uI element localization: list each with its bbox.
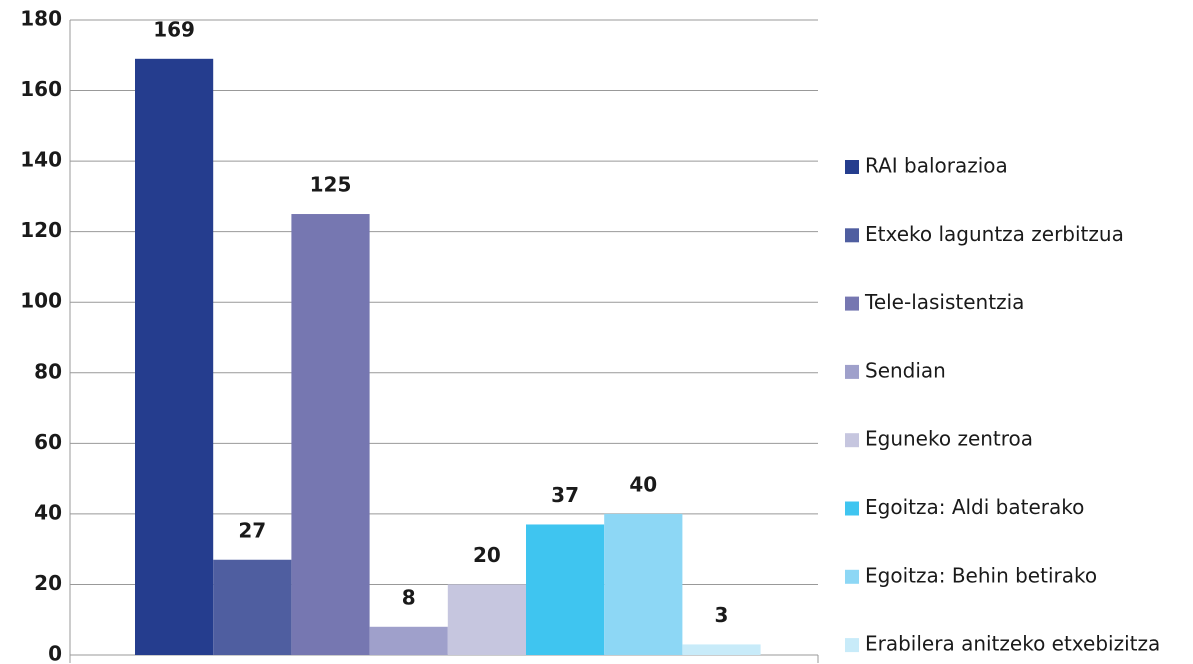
data-label: 125 xyxy=(310,173,352,197)
y-tick-label: 60 xyxy=(34,430,62,454)
legend-label: Erabilera anitzeko etxebizitza xyxy=(865,632,1160,656)
bar xyxy=(604,513,683,655)
y-tick-label: 80 xyxy=(34,359,62,383)
y-tick-label: 180 xyxy=(20,7,62,31)
y-tick-label: 100 xyxy=(20,289,62,313)
legend-swatch xyxy=(845,364,859,379)
bar xyxy=(135,58,214,656)
y-tick-label: 40 xyxy=(34,500,62,524)
legend-swatch xyxy=(845,433,859,448)
legend-swatch xyxy=(845,160,859,174)
legend-swatch xyxy=(845,569,859,584)
data-label: 27 xyxy=(238,518,266,542)
legend-swatch xyxy=(845,228,859,243)
y-tick-label: 140 xyxy=(20,148,62,172)
bar xyxy=(447,584,526,655)
bar xyxy=(213,559,292,655)
legend-label: Tele-lasistentzia xyxy=(864,290,1024,314)
y-tick-label: 0 xyxy=(48,642,62,664)
data-label: 8 xyxy=(402,585,416,609)
bar xyxy=(291,214,370,655)
legend-label: Egoitza: Behin betirako xyxy=(865,563,1097,587)
y-tick-label: 160 xyxy=(20,77,62,101)
data-label: 3 xyxy=(715,603,729,627)
legend-label: Sendian xyxy=(865,358,946,382)
bar xyxy=(526,524,605,655)
data-label: 169 xyxy=(153,17,195,41)
data-label: 37 xyxy=(551,483,579,507)
data-label: 40 xyxy=(629,472,657,496)
legend-swatch xyxy=(845,638,859,653)
legend-label: RAI balorazioa xyxy=(865,154,1008,178)
legend-swatch xyxy=(845,296,859,311)
bar xyxy=(369,626,448,655)
bar xyxy=(682,644,761,655)
legend-label: Eguneko zentroa xyxy=(865,427,1033,451)
legend-label: Egoitza: Aldi baterako xyxy=(865,495,1084,519)
legend-label: Etxeko laguntza zerbitzua xyxy=(865,222,1124,246)
data-label: 20 xyxy=(473,543,501,567)
y-tick-label: 20 xyxy=(34,571,62,595)
legend-swatch xyxy=(845,501,859,516)
y-tick-label: 120 xyxy=(20,218,62,242)
